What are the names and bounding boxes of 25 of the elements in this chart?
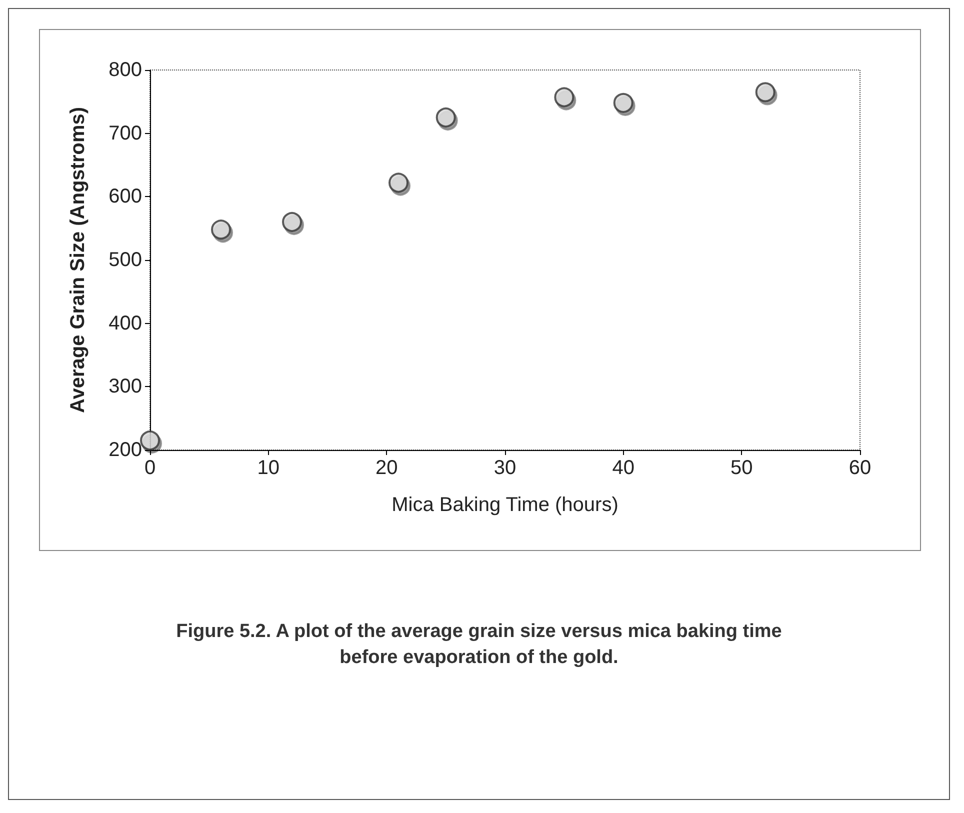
- point: [613, 92, 634, 113]
- x-tick-label: 60: [848, 457, 872, 479]
- point: [211, 220, 231, 240]
- point: [282, 212, 302, 232]
- y-tick-label: 500: [108, 249, 142, 271]
- point: [755, 82, 776, 102]
- x-tick-label: 50: [730, 457, 753, 479]
- point: [436, 108, 456, 128]
- x-tick-label: 20: [376, 457, 398, 479]
- y-axis-title: Average Grain Size (Angstroms): [67, 106, 89, 414]
- point: [140, 430, 160, 450]
- y-tick-label: 400: [108, 312, 142, 334]
- point: [554, 87, 574, 108]
- x-tick-label: 30: [494, 457, 516, 479]
- y-tick-label: 300: [108, 376, 142, 398]
- point: [388, 172, 408, 193]
- x-tick-label: 0: [144, 457, 156, 479]
- x-tick-label: 40: [612, 457, 634, 479]
- x-axis-title: Mica Baking Time (hours): [392, 494, 618, 516]
- y-tick-label: 600: [108, 186, 142, 208]
- y-tick-label: 800: [108, 59, 142, 81]
- y-tick-label: 700: [108, 122, 142, 144]
- y-tick-label: 200: [108, 439, 142, 461]
- caption: Figure 5.2. A plot of the average grain size versus mica baking time before evaporation of the gold.: [175, 620, 783, 670]
- x-tick-label: 10: [257, 457, 280, 479]
